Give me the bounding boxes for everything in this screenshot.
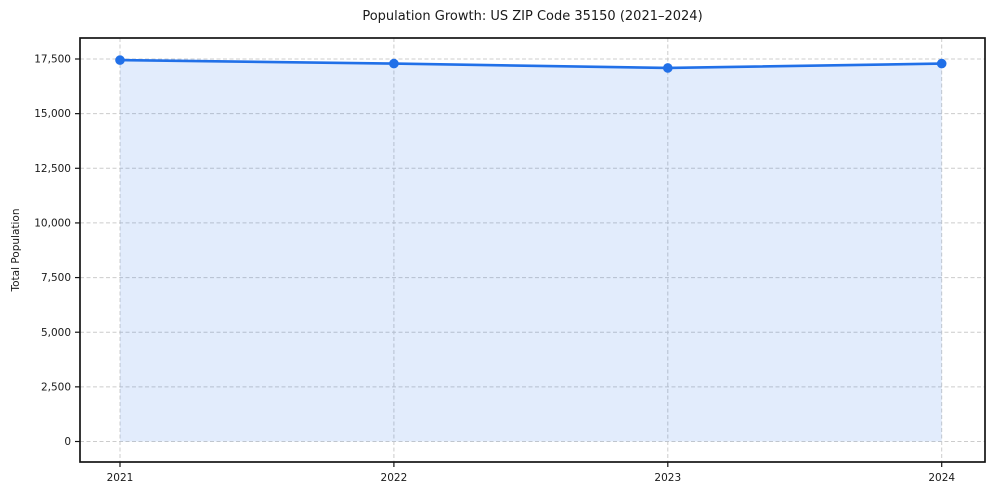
y-tick-label: 10,000: [34, 218, 71, 230]
y-tick-label: 0: [64, 436, 71, 448]
x-tick-label: 2024: [928, 472, 955, 484]
data-point-2023: [663, 63, 673, 73]
y-tick-label: 17,500: [34, 54, 71, 66]
plot-border: [79, 37, 986, 463]
x-tick-label: 2023: [654, 472, 681, 484]
y-tick-label: 15,000: [34, 108, 71, 120]
area-fill: [120, 60, 942, 442]
x-tick-label: 2022: [381, 472, 408, 484]
x-tick-label: 2021: [107, 472, 134, 484]
data-point-2021: [115, 55, 125, 65]
y-tick-label: 5,000: [41, 327, 71, 339]
data-point-2024: [936, 58, 947, 69]
y-tick-label: 7,500: [41, 272, 71, 284]
data-point-2022: [389, 58, 399, 69]
y-tick-label: 2,500: [41, 381, 71, 393]
y-tick-label: 12,500: [34, 163, 71, 175]
chart-title: Population Growth: US ZIP Code 35150 (20…: [362, 9, 703, 24]
population-line: [118, 58, 944, 70]
